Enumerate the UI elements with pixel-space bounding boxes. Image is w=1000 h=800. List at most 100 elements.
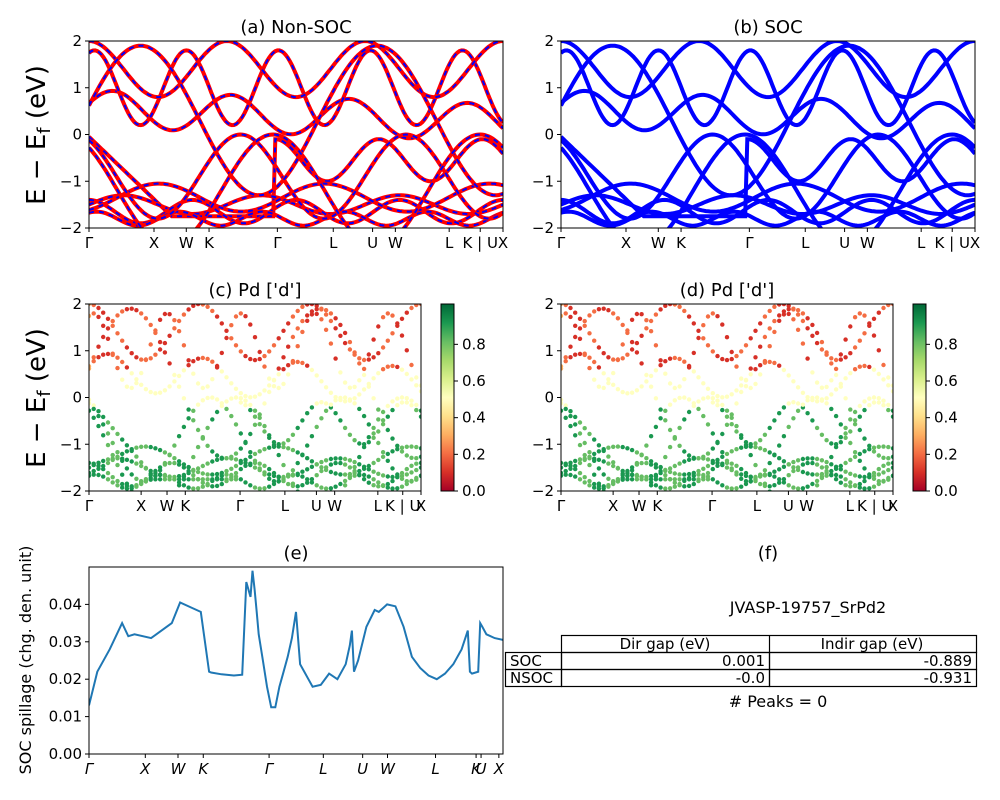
xtick-label-b: K (676, 234, 687, 252)
proj-point (577, 316, 583, 321)
proj-point (409, 479, 414, 484)
proj-point (748, 452, 753, 458)
proj-point (305, 304, 310, 307)
proj-point (577, 420, 583, 425)
proj-point (143, 444, 149, 449)
proj-point (238, 400, 243, 405)
proj-point (352, 438, 357, 443)
proj-point (89, 460, 92, 466)
proj-point (886, 444, 891, 450)
proj-point (371, 337, 376, 342)
proj-point (886, 456, 891, 461)
proj-point (611, 460, 616, 465)
proj-point (843, 435, 848, 440)
proj-point (219, 403, 224, 409)
proj-point (414, 456, 419, 461)
proj-point (290, 472, 296, 477)
proj-point (701, 454, 706, 459)
proj-point (319, 306, 324, 311)
proj-point (309, 459, 315, 464)
proj-point (767, 460, 772, 466)
proj-point (385, 474, 390, 479)
proj-point (333, 356, 338, 361)
proj-point (829, 356, 834, 361)
proj-point (342, 330, 348, 336)
proj-point (295, 308, 300, 314)
proj-point (691, 321, 696, 326)
proj-point (720, 431, 725, 437)
band-soc-7 (561, 41, 975, 100)
proj-point (252, 335, 258, 340)
proj-point (295, 484, 300, 489)
proj-point (592, 338, 597, 343)
cb-tick-label: 0.2 (462, 445, 486, 463)
proj-point (762, 432, 768, 437)
proj-point (648, 373, 654, 379)
proj-point (101, 474, 106, 479)
proj-point (739, 476, 744, 481)
proj-point (243, 353, 248, 359)
proj-point (404, 472, 409, 477)
proj-point (276, 366, 281, 371)
proj-point (767, 450, 772, 455)
proj-point (404, 453, 409, 458)
proj-point (409, 463, 414, 468)
ylabel-top: E − Ef (eV) (22, 65, 55, 205)
ytick-label-c: −1 (60, 435, 82, 453)
proj-point (720, 483, 725, 488)
proj-point (819, 347, 825, 352)
proj-point (380, 315, 386, 320)
proj-point (418, 465, 421, 470)
proj-point (252, 422, 258, 427)
proj-point (300, 360, 305, 366)
proj-point (772, 452, 777, 457)
proj-point (795, 385, 801, 390)
proj-point (295, 359, 300, 365)
proj-point (592, 481, 597, 487)
proj-point (347, 339, 353, 345)
proj-point (772, 304, 777, 309)
proj-point (124, 443, 130, 448)
proj-point (686, 409, 692, 415)
proj-point (276, 475, 281, 480)
proj-point (418, 408, 421, 413)
proj-point (686, 314, 692, 319)
proj-point (644, 460, 649, 466)
proj-point (305, 411, 310, 416)
proj-point (886, 304, 891, 308)
ytick-label-d: 1 (544, 342, 554, 360)
proj-point (173, 490, 176, 491)
proj-point (233, 395, 239, 400)
proj-point (89, 401, 92, 406)
proj-point (715, 463, 720, 468)
proj-point (286, 372, 291, 377)
proj-point (399, 395, 405, 400)
proj-point (814, 478, 820, 484)
proj-point (824, 464, 829, 470)
proj-point (205, 477, 210, 482)
proj-point (634, 477, 640, 482)
proj-point (347, 385, 353, 390)
proj-point (833, 472, 839, 478)
proj-point (753, 328, 758, 333)
proj-point (219, 369, 224, 374)
proj-point (658, 416, 663, 421)
proj-point (862, 436, 867, 441)
ytick-label-c: −2 (60, 482, 82, 500)
proj-point (333, 316, 338, 321)
proj-point (871, 367, 877, 372)
proj-point (767, 359, 772, 365)
proj-point (281, 441, 286, 446)
proj-point (767, 308, 772, 314)
proj-point (791, 379, 796, 384)
proj-point (290, 432, 296, 437)
proj-point (886, 477, 891, 482)
proj-point (252, 357, 258, 363)
proj-point (582, 318, 587, 324)
proj-point (886, 467, 891, 473)
proj-point (606, 377, 611, 382)
proj-point (385, 451, 390, 457)
proj-point (653, 396, 659, 401)
proj-point (342, 380, 348, 385)
proj-point (248, 483, 253, 488)
